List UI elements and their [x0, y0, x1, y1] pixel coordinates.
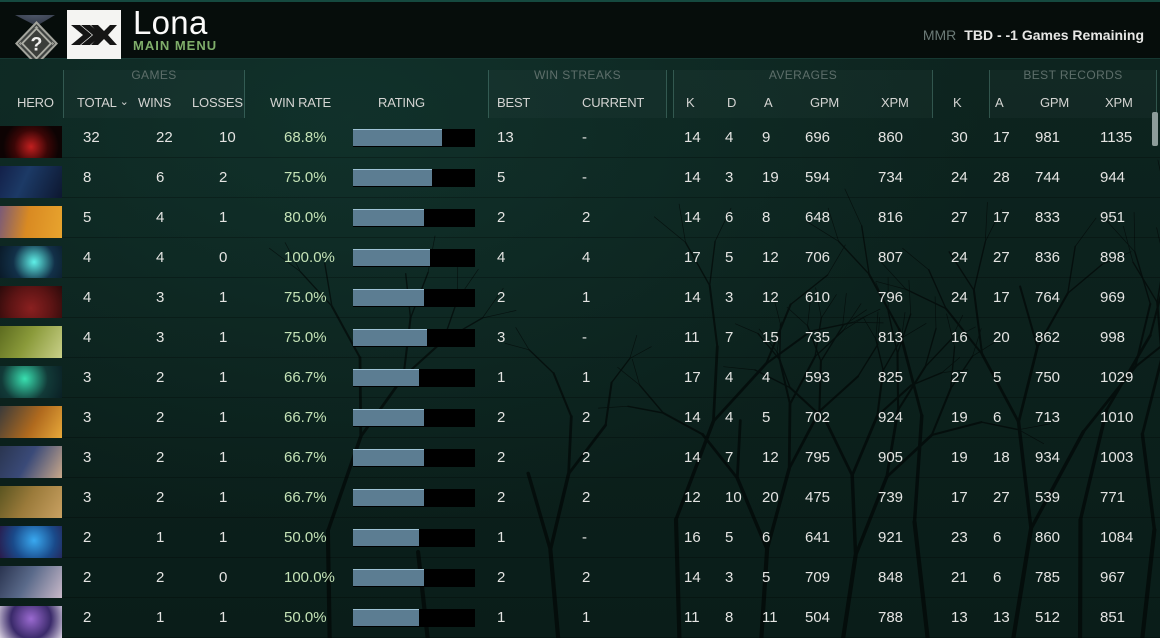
- svg-text:?: ?: [31, 33, 43, 55]
